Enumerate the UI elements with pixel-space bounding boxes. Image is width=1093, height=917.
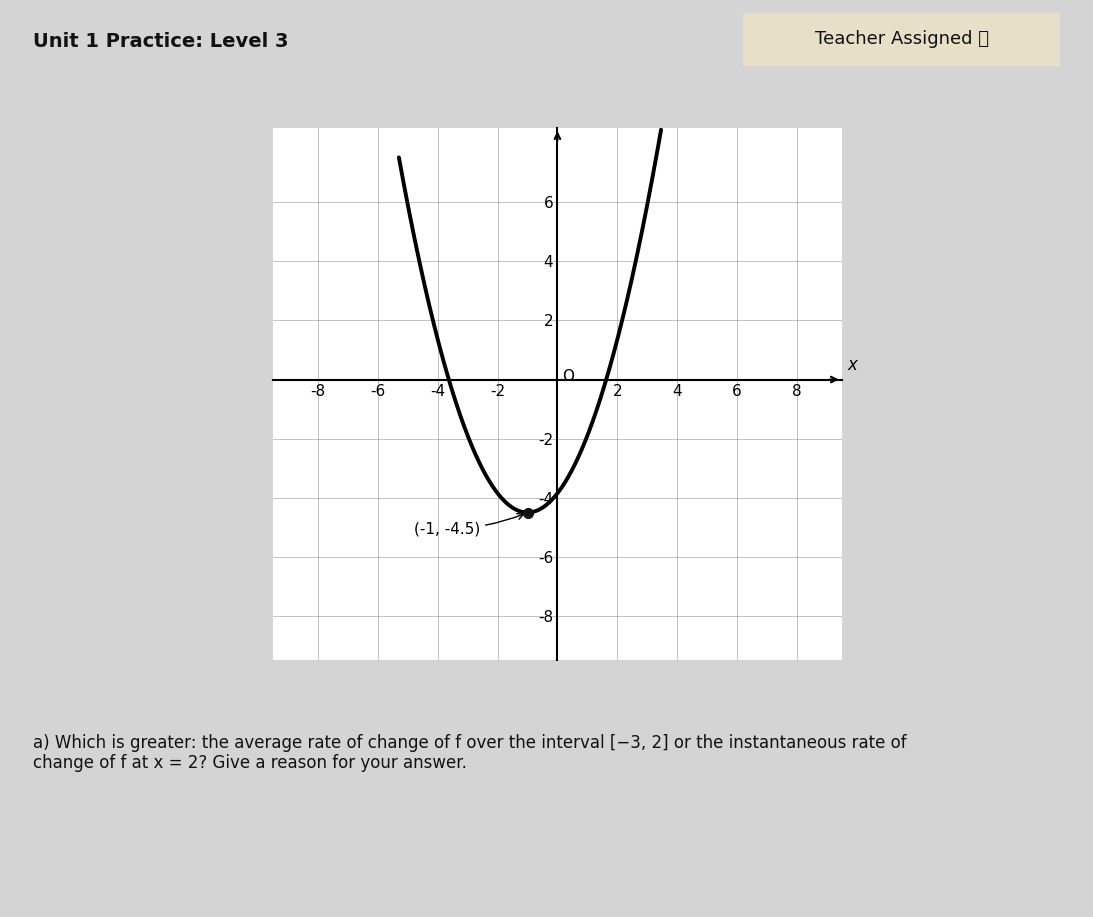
Text: Unit 1 Practice: Level 3: Unit 1 Practice: Level 3	[33, 32, 289, 51]
Text: O: O	[562, 370, 574, 384]
Text: a) Which is greater: the average rate of change of f over the interval [−3, 2] o: a) Which is greater: the average rate of…	[33, 734, 906, 772]
Text: x: x	[847, 356, 858, 373]
Text: (-1, -4.5): (-1, -4.5)	[414, 514, 524, 536]
Text: Teacher Assigned ⓘ: Teacher Assigned ⓘ	[814, 30, 989, 49]
